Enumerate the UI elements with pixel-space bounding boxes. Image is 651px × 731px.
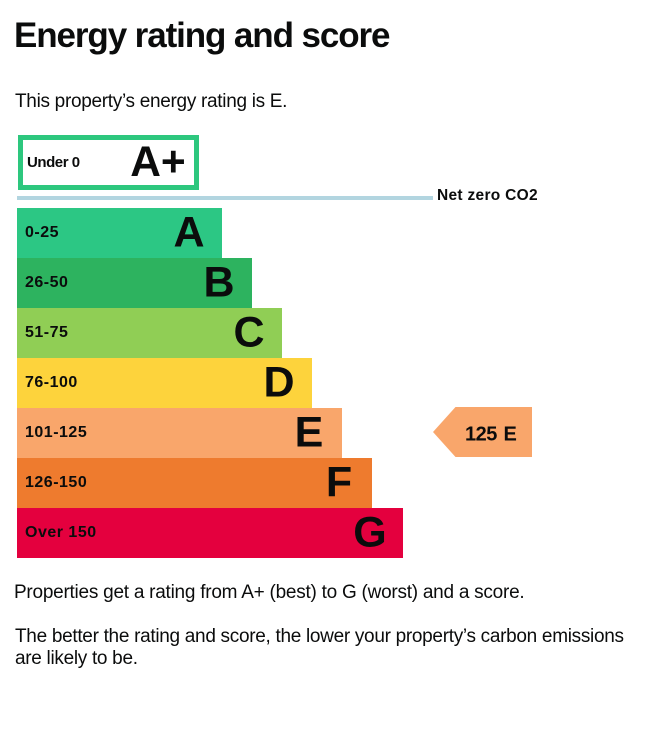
svg-text:125: 125	[465, 423, 497, 445]
svg-text:E: E	[504, 423, 517, 445]
